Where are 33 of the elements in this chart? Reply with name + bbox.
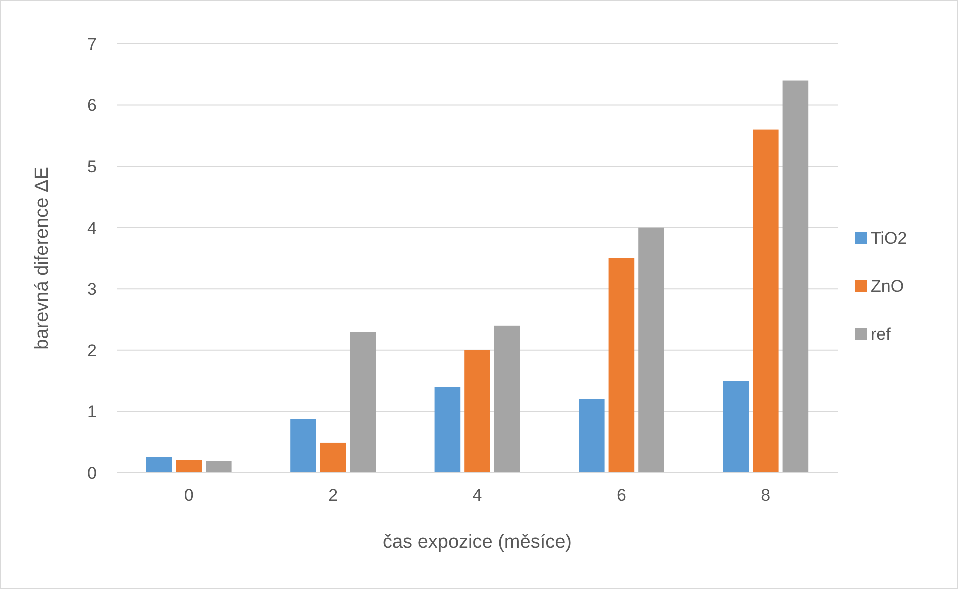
bar [464,350,490,473]
x-tick-label: 6 [616,486,626,505]
bar [608,258,635,473]
bar [434,387,461,473]
x-axis-title: čas expozice (měsíce) [382,532,572,553]
y-tick-label: 0 [88,464,97,483]
bar [753,130,779,473]
y-tick-label: 1 [88,402,97,422]
legend-label: ref [871,324,892,344]
x-tick-label: 8 [761,486,771,505]
bar [206,461,232,473]
y-tick-label: 2 [88,341,97,360]
bar [723,381,749,473]
y-tick-label: 3 [88,280,97,300]
x-tick-label: 4 [472,486,482,505]
y-axis-title: barevná diference ΔE [32,167,53,350]
y-tick-label: 7 [88,34,97,54]
bar [320,442,346,473]
y-tick-label: 5 [88,158,97,177]
bar [782,80,809,473]
x-tick-label: 0 [184,486,194,505]
bar [350,332,376,473]
legend-label: ZnO [871,276,904,296]
y-tick-label: 4 [88,218,97,238]
legend-label: TiO2 [871,228,908,248]
bar [146,457,172,473]
x-tick-label: 2 [328,486,338,505]
bar [494,326,520,473]
bar [579,399,605,473]
y-tick-label: 6 [88,96,97,116]
bar [176,460,202,473]
bar [290,419,316,473]
bar [638,228,664,473]
